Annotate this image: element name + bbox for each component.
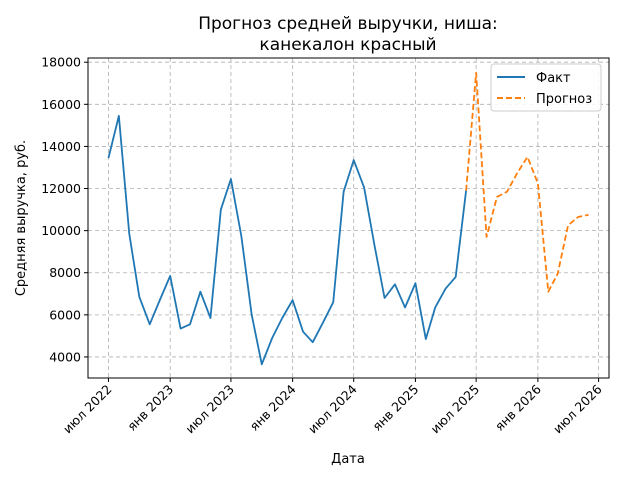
series-line-forecast <box>465 71 589 293</box>
y-tick-label: 12000 <box>41 181 81 196</box>
y-tick-label: 4000 <box>49 349 81 364</box>
legend-box <box>490 63 602 112</box>
series-lines <box>107 71 589 366</box>
legend-label-forecast: Прогноз <box>536 92 592 107</box>
plot-area-frame <box>87 57 610 379</box>
chart-title-line-2: канекалон красный <box>259 35 436 55</box>
y-tick-label: 16000 <box>41 97 81 112</box>
series-line-fact <box>107 114 467 366</box>
y-tick-label: 14000 <box>41 139 81 154</box>
y-tick-label: 18000 <box>41 55 81 70</box>
y-tick-label: 10000 <box>41 223 81 238</box>
y-tick-label: 8000 <box>49 265 81 280</box>
x-axis-label: Дата <box>331 452 365 467</box>
y-axis-label: Средняя выручка, руб. <box>14 140 29 296</box>
y-tick-label: 6000 <box>49 307 81 322</box>
y-axis-ticks: 4000 6000 8000 10000 12000 14000 16000 18000 <box>41 55 88 364</box>
legend-label-fact: Факт <box>536 71 571 86</box>
grid-lines <box>88 58 609 378</box>
chart-title-line-1: Прогноз средней выручки, ниша: <box>198 14 498 34</box>
legend: Факт Прогноз <box>490 63 602 112</box>
